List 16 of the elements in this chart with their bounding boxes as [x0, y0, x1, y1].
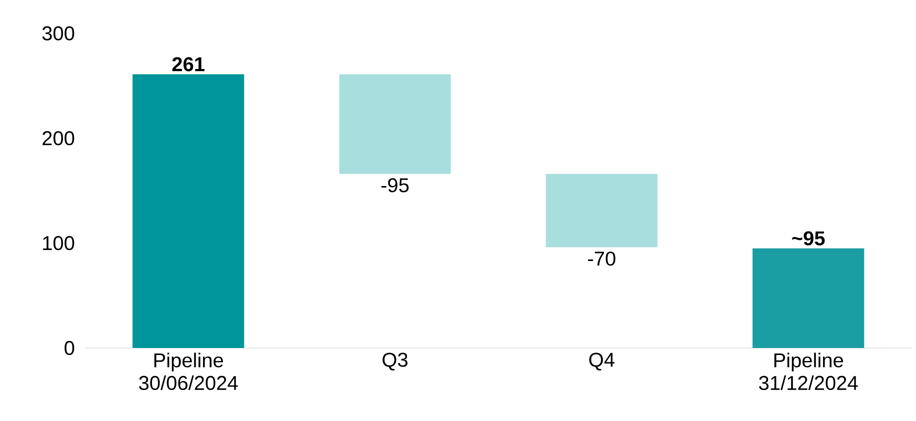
- x-tick-label: Pipeline 31/12/2024: [759, 352, 858, 390]
- data-label: -95: [381, 178, 409, 192]
- x-tick-label: Q3: [382, 352, 408, 370]
- x-tick-label: Pipeline 30/06/2024: [139, 352, 238, 390]
- y-tick-label: 300: [42, 26, 74, 40]
- bar: [339, 74, 451, 174]
- bar: [132, 74, 244, 348]
- bar: [752, 248, 864, 348]
- data-label: 261: [172, 57, 204, 72]
- bar: [546, 174, 658, 248]
- data-label: ~95: [792, 231, 825, 246]
- data-label: -70: [588, 252, 616, 266]
- x-tick-label: Q4: [589, 352, 614, 370]
- y-tick-label: 100: [43, 236, 74, 250]
- y-tick-label: 0: [64, 340, 74, 356]
- y-tick-label: 200: [42, 131, 74, 146]
